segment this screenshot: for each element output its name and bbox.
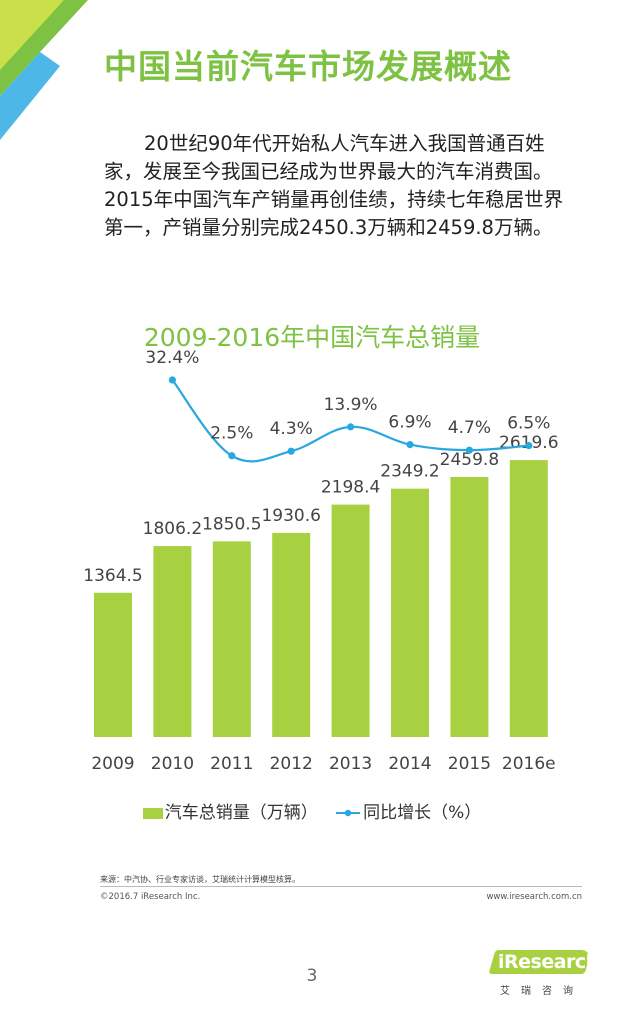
bar-label-2012: 1930.6 (261, 506, 320, 526)
legend-item-sales: 汽车总销量（万辆） (142, 798, 318, 823)
x-tick-2013: 2013 (329, 754, 372, 774)
website-link[interactable]: www.iresearch.com.cn (486, 892, 582, 902)
growth-point-2011 (228, 452, 236, 460)
bar-2014 (391, 488, 429, 737)
bar-label-2010: 1806.2 (143, 519, 202, 539)
growth-label-2013: 13.9% (324, 395, 378, 415)
page-number: 3 (306, 966, 318, 986)
legend-bar-swatch (142, 807, 163, 819)
corner-decoration (0, 0, 88, 140)
growth-value-labels: 32.4% 2.5% 4.3% 13.9% 6.9% 4.7% 6.5% (145, 350, 550, 444)
chart-title: 2009-2016年中国汽车总销量 (143, 323, 481, 352)
sales-chart: 1364.5 1806.2 1850.5 1930.62198.42349.22459… (83, 350, 558, 774)
source-note: 来源：中汽协、行业专家访谈，艾瑞统计计算模型核算。 (100, 875, 300, 884)
growth-point-2013 (347, 423, 355, 431)
copyright-text: ©2016.7 iResearch Inc. (100, 892, 201, 902)
bar-2012 (272, 532, 311, 737)
growth-label-2010: 32.4% (145, 350, 199, 368)
bar-2013 (331, 504, 370, 737)
x-tick-2014: 2014 (388, 754, 431, 774)
bar-2011 (212, 541, 251, 737)
x-tick-2010: 2010 (151, 754, 194, 774)
intro-paragraph: 20世纪90年代开始私人汽车进入我国普通百姓家，发展至今我国已经成为世界最大的汽… (104, 132, 564, 239)
bar-label-2009: 1364.5 (83, 566, 142, 586)
bar-label-2014: 2349.2 (380, 462, 439, 482)
legend-sales-label: 汽车总销量（万辆） (164, 803, 318, 823)
bar-label-2015: 2459.8 (440, 450, 499, 470)
legend-item-growth: 同比增长（%） (335, 798, 481, 823)
iresearch-logo: iResearch 艾瑞咨询 (488, 946, 599, 1002)
x-tick-2016e: 2016e (502, 754, 556, 774)
legend-line-swatch (336, 809, 361, 817)
growth-point-2010 (168, 376, 176, 384)
bar-2016e (509, 460, 548, 737)
x-tick-2011: 2011 (210, 754, 253, 774)
bar-2015 (450, 476, 489, 737)
corner-blue-shape (0, 52, 60, 140)
x-tick-2012: 2012 (270, 754, 313, 774)
growth-point-2015 (465, 446, 473, 454)
growth-label-2014: 6.9% (388, 413, 431, 433)
growth-point-2016e (525, 442, 533, 450)
footer-divider (100, 886, 582, 887)
page-title: 中国当前汽车市场发展概述 (104, 47, 512, 86)
bar-2009 (94, 592, 132, 737)
growth-label-2011: 2.5% (210, 424, 253, 444)
chart-legend: 汽车总销量（万辆） 同比增长（%） (0, 798, 624, 823)
bar-value-labels: 1364.5 1806.2 1850.5 1930.62198.42349.22459… (83, 433, 558, 586)
growth-label-2015: 4.7% (448, 418, 491, 438)
growth-points (168, 376, 533, 460)
growth-label-2016e: 6.5% (507, 414, 550, 434)
bar-label-2013: 2198.4 (321, 478, 380, 498)
growth-point-2014 (406, 441, 414, 449)
growth-label-2012: 4.3% (270, 419, 313, 439)
logo-text: iResearch (498, 951, 599, 973)
bar-series (94, 460, 548, 737)
x-axis-tick-labels: 2009 2010 2011 2012 2013 2014 2015 2016e (91, 754, 555, 774)
x-tick-2009: 2009 (91, 754, 134, 774)
growth-point-2012 (287, 447, 295, 455)
bar-label-2011: 1850.5 (202, 514, 261, 534)
bar-2010 (153, 546, 192, 737)
logo-subtitle: 艾瑞咨询 (500, 986, 584, 997)
x-tick-2015: 2015 (448, 754, 491, 774)
legend-growth-label: 同比增长（%） (363, 803, 482, 823)
